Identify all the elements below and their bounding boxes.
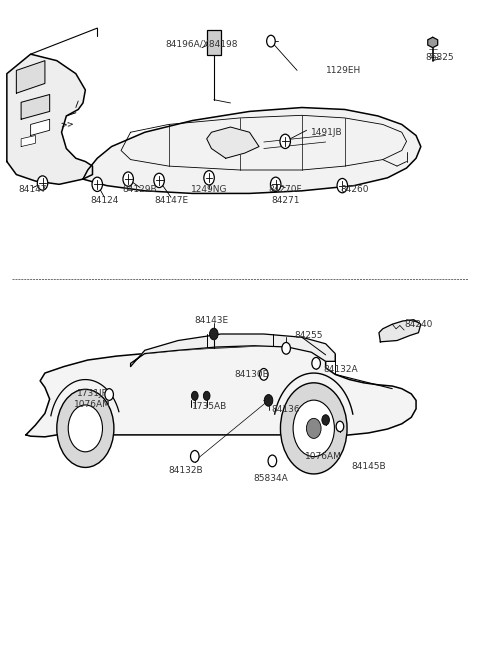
Circle shape [337, 178, 348, 193]
Text: 85834A: 85834A [253, 474, 288, 483]
Text: 84196A/X84198: 84196A/X84198 [166, 40, 238, 49]
Polygon shape [21, 94, 49, 119]
Text: 1076AM: 1076AM [74, 400, 111, 409]
Text: 84255: 84255 [295, 331, 323, 340]
Circle shape [260, 369, 268, 380]
Circle shape [204, 171, 214, 185]
Circle shape [280, 383, 347, 474]
Polygon shape [83, 107, 421, 193]
Text: 84143E: 84143E [194, 316, 228, 326]
Circle shape [270, 177, 281, 191]
Text: 84132B: 84132B [168, 466, 203, 475]
Circle shape [322, 415, 329, 425]
Text: 1076AM: 1076AM [305, 452, 342, 461]
Text: >>: >> [59, 119, 74, 129]
Circle shape [57, 389, 114, 468]
Circle shape [312, 358, 321, 369]
FancyBboxPatch shape [207, 30, 221, 55]
Polygon shape [31, 119, 49, 136]
Text: 84147E: 84147E [154, 196, 188, 205]
Circle shape [210, 328, 218, 340]
Polygon shape [379, 320, 421, 342]
Circle shape [92, 177, 103, 191]
Circle shape [293, 400, 335, 457]
Text: 84132A: 84132A [323, 365, 358, 374]
Text: 84124: 84124 [90, 196, 119, 205]
Circle shape [280, 134, 290, 149]
Circle shape [204, 391, 210, 400]
Circle shape [191, 451, 199, 462]
Polygon shape [21, 136, 36, 147]
Polygon shape [207, 127, 259, 159]
Circle shape [154, 174, 164, 187]
Circle shape [282, 343, 290, 354]
Circle shape [306, 419, 321, 438]
Polygon shape [26, 346, 416, 437]
Circle shape [123, 172, 133, 186]
Text: 84270F: 84270F [268, 185, 302, 194]
Polygon shape [16, 61, 45, 93]
Text: 84240: 84240 [404, 320, 432, 329]
Circle shape [267, 35, 275, 47]
Circle shape [264, 394, 273, 406]
Text: 1491JB: 1491JB [312, 128, 343, 137]
Circle shape [268, 455, 276, 467]
Text: 84145B: 84145B [352, 462, 386, 472]
Text: 86825: 86825 [426, 53, 454, 62]
Text: 84130B: 84130B [235, 370, 269, 379]
Text: 1731JF: 1731JF [77, 389, 108, 398]
Text: 84147: 84147 [19, 185, 47, 194]
Text: 1249NG: 1249NG [191, 185, 228, 194]
Text: 1129EH: 1129EH [325, 66, 361, 75]
Polygon shape [7, 54, 93, 184]
Text: 84271: 84271 [271, 196, 300, 205]
Circle shape [105, 388, 113, 400]
Text: 84129B: 84129B [123, 185, 157, 194]
Polygon shape [428, 37, 438, 48]
Circle shape [68, 405, 103, 452]
Circle shape [336, 421, 344, 432]
Circle shape [37, 176, 48, 190]
Circle shape [192, 391, 198, 400]
Text: 1735AB: 1735AB [192, 402, 228, 411]
Text: 84136: 84136 [271, 405, 300, 414]
Polygon shape [131, 334, 335, 367]
Text: 84260: 84260 [340, 185, 369, 194]
